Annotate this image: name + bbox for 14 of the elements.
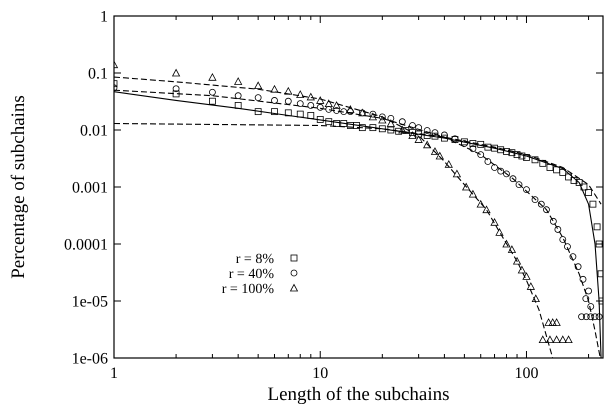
- y-tick-label: 0.0001: [64, 236, 108, 254]
- x-axis-title: Length of the subchains: [267, 384, 450, 404]
- y-tick-label: 1e-05: [72, 294, 108, 311]
- y-axis-title: Percentage of subchains: [8, 95, 29, 279]
- x-tick-label: 100: [514, 365, 538, 382]
- y-tick-label: 0.1: [88, 66, 108, 83]
- legend-label: r = 8%: [236, 252, 274, 267]
- y-tick-label: 0.001: [72, 180, 108, 197]
- y-tick-label: 1e-06: [72, 350, 108, 368]
- x-tick-label: 10: [312, 365, 328, 382]
- y-tick-label: 1: [100, 8, 108, 26]
- legend-label: r = 100%: [222, 282, 274, 297]
- legend-label: r = 40%: [228, 266, 274, 282]
- y-tick-label: 0.01: [80, 122, 108, 140]
